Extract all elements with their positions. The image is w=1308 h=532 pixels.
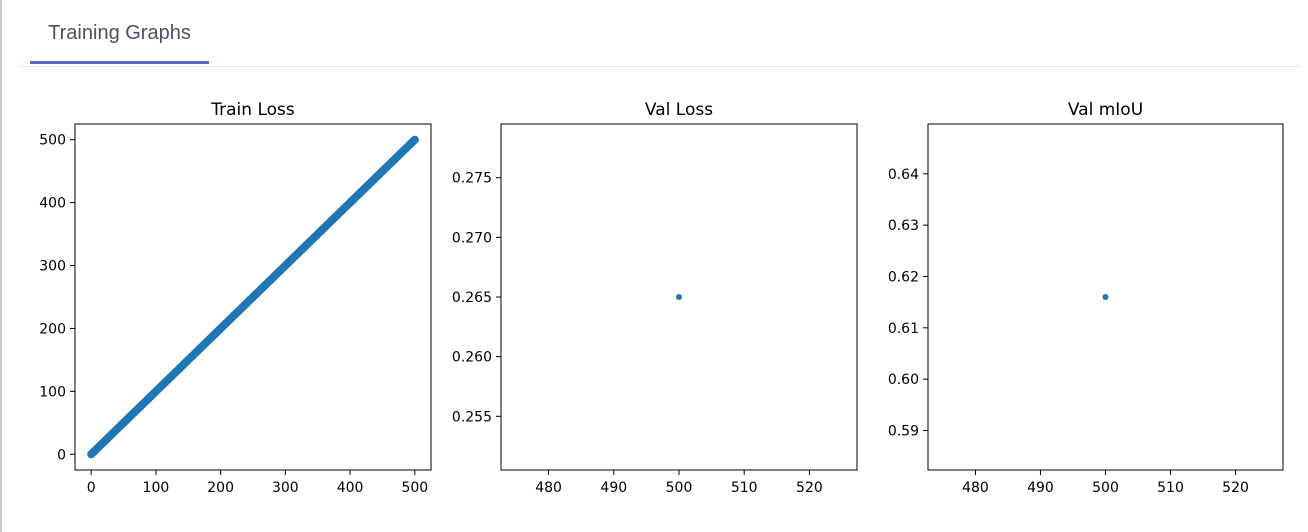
x-tick-label: 200 (207, 480, 234, 496)
x-tick-label: 500 (401, 480, 428, 496)
x-tick-label: 490 (600, 480, 627, 496)
y-tick-label: 200 (39, 321, 66, 337)
y-tick-label: 400 (39, 196, 66, 212)
y-tick-label: 0.270 (452, 230, 492, 246)
y-tick-label: 0.60 (888, 372, 919, 388)
data-point (410, 135, 419, 144)
x-tick-label: 520 (1222, 480, 1249, 496)
y-tick-label: 300 (39, 259, 66, 275)
y-tick-label: 0 (57, 447, 66, 463)
x-tick-label: 500 (1092, 480, 1119, 496)
axes-frame (74, 123, 432, 471)
y-tick-label: 0.64 (888, 167, 919, 183)
x-tick-label: 0 (87, 480, 96, 496)
y-tick-label: 0.255 (452, 409, 492, 425)
y-tick-label: 0.59 (888, 423, 919, 439)
chart-title: Val Loss (645, 100, 713, 120)
y-tick-label: 500 (39, 133, 66, 149)
x-tick-label: 400 (337, 480, 364, 496)
x-tick-label: 500 (666, 480, 693, 496)
data-points (676, 294, 682, 300)
data-point (1102, 294, 1109, 300)
chart-2: Val Loss 480 490 500 510 520 0.255 0.260 0.265 0.… (452, 100, 858, 496)
chart-title: Val mIoU (1068, 100, 1143, 120)
x-tick-label: 490 (1027, 480, 1054, 496)
left-border (0, 0, 2, 532)
y-tick-label: 0.265 (452, 290, 492, 306)
training-graphs-figure: Train Loss 0 100 200 300 400 500 0 100 200 300 400 5… (39, 100, 1284, 496)
x-tick-label: 510 (731, 480, 758, 496)
x-tick-label: 510 (1157, 480, 1184, 496)
tab-bar: Training Graphs (18, 0, 1300, 67)
x-tick-label: 520 (796, 480, 823, 496)
y-tick-label: 100 (39, 384, 66, 400)
y-tick-label: 0.63 (888, 218, 919, 234)
data-point (676, 294, 682, 300)
x-tick-label: 100 (143, 480, 170, 496)
data-points (1102, 294, 1109, 300)
data-points (87, 135, 419, 459)
x-tick-label: 480 (962, 480, 989, 496)
tab-training-graphs[interactable]: Training Graphs (30, 0, 209, 64)
x-tick-label: 480 (535, 480, 562, 496)
chart-3: Val mIoU 480 490 500 510 520 0.59 0.60 0.61 0.62 0… (888, 100, 1284, 496)
y-tick-label: 0.61 (888, 321, 919, 337)
y-tick-label: 0.62 (888, 269, 919, 285)
y-tick-label: 0.260 (452, 350, 492, 366)
chart-title: Train Loss (210, 100, 295, 120)
x-tick-label: 300 (272, 480, 299, 496)
y-tick-label: 0.275 (452, 171, 492, 187)
chart-1: Train Loss 0 100 200 300 400 500 0 100 200 300 400 5… (39, 100, 432, 496)
